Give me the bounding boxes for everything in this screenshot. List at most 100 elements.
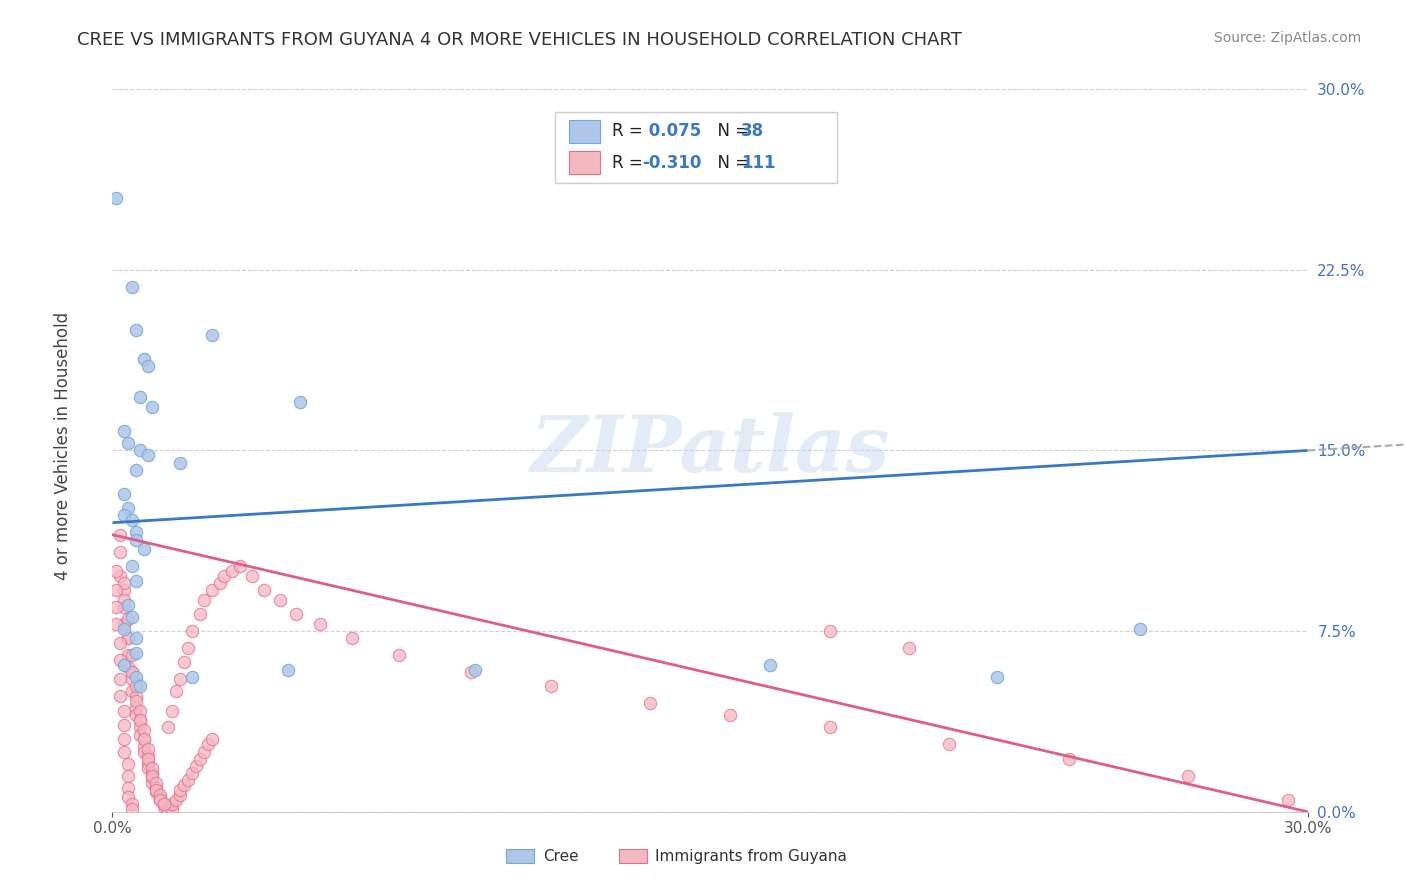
Point: [134, 739, 156, 754]
Point: [125, 574, 148, 588]
Point: [105, 616, 128, 631]
Point: [114, 599, 135, 614]
Point: [193, 744, 215, 758]
Text: CREE VS IMMIGRANTS FROM GUYANA 4 OR MORE VEHICLES IN HOUSEHOLD CORRELATION CHART: CREE VS IMMIGRANTS FROM GUYANA 4 OR MORE…: [77, 31, 962, 49]
Point: [134, 351, 156, 366]
Point: [157, 802, 180, 816]
Point: [162, 704, 183, 718]
Point: [125, 694, 148, 708]
Point: [201, 732, 224, 747]
Point: [212, 568, 235, 582]
Point: [129, 721, 152, 735]
Text: N =: N =: [707, 122, 755, 140]
Point: [138, 752, 160, 766]
Point: [181, 670, 204, 684]
Point: [129, 443, 152, 458]
Point: [898, 640, 921, 655]
Point: [141, 766, 163, 780]
Point: [125, 463, 148, 477]
Point: [938, 737, 960, 751]
Point: [169, 783, 191, 797]
Point: [125, 323, 148, 337]
Point: [117, 501, 139, 516]
Point: [340, 632, 363, 646]
Point: [105, 564, 128, 578]
Point: [110, 568, 132, 582]
Point: [114, 732, 135, 747]
Point: [145, 776, 167, 790]
Point: [121, 665, 143, 679]
Point: [117, 648, 139, 662]
Point: [153, 797, 176, 812]
Point: [201, 583, 224, 598]
Text: 4 or more Vehicles in Household: 4 or more Vehicles in Household: [55, 312, 72, 580]
Point: [718, 708, 741, 723]
Point: [818, 624, 841, 639]
Point: [240, 568, 263, 582]
Point: [110, 689, 132, 703]
Point: [117, 612, 139, 626]
Point: [117, 756, 139, 771]
Point: [125, 680, 148, 694]
Point: [121, 559, 143, 574]
Point: [117, 632, 139, 646]
Text: Source: ZipAtlas.com: Source: ZipAtlas.com: [1213, 31, 1361, 45]
Point: [284, 607, 307, 622]
Point: [105, 190, 128, 204]
Point: [117, 632, 139, 646]
Point: [138, 761, 160, 775]
Point: [121, 797, 143, 812]
Text: 38: 38: [741, 122, 763, 140]
Point: [181, 766, 204, 780]
Point: [221, 564, 243, 578]
Point: [114, 616, 135, 631]
Point: [201, 327, 224, 342]
Point: [134, 744, 156, 758]
Point: [121, 802, 143, 816]
Point: [229, 559, 252, 574]
Point: [129, 391, 152, 405]
Point: [173, 778, 195, 792]
Point: [209, 576, 232, 591]
Point: [129, 728, 152, 742]
Point: [165, 684, 187, 698]
Point: [269, 592, 291, 607]
Point: [640, 696, 662, 710]
Point: [121, 609, 143, 624]
Point: [169, 788, 191, 802]
Point: [125, 701, 148, 715]
Point: [145, 783, 167, 797]
Point: [114, 718, 135, 732]
Point: [110, 653, 132, 667]
Point: [110, 527, 132, 541]
Point: [193, 592, 215, 607]
Point: [121, 513, 143, 527]
Point: [121, 279, 143, 293]
Point: [169, 673, 191, 687]
Point: [145, 785, 167, 799]
Point: [177, 773, 200, 788]
Point: [114, 576, 135, 591]
Point: [129, 713, 152, 727]
Text: 0.075: 0.075: [643, 122, 700, 140]
Point: [129, 704, 152, 718]
Point: [388, 648, 411, 662]
Point: [253, 583, 276, 598]
Point: [308, 616, 330, 631]
Point: [134, 732, 156, 747]
Point: [1177, 769, 1199, 783]
Point: [114, 704, 135, 718]
Point: [110, 636, 132, 650]
Point: [188, 607, 211, 622]
Point: [141, 761, 163, 775]
Point: [138, 756, 160, 771]
Point: [121, 673, 143, 687]
Point: [125, 670, 148, 684]
Point: [162, 797, 183, 812]
Point: [114, 424, 135, 438]
Point: [181, 624, 204, 639]
Point: [986, 670, 1008, 684]
Point: [197, 737, 219, 751]
Point: [153, 800, 176, 814]
Point: [138, 742, 160, 756]
